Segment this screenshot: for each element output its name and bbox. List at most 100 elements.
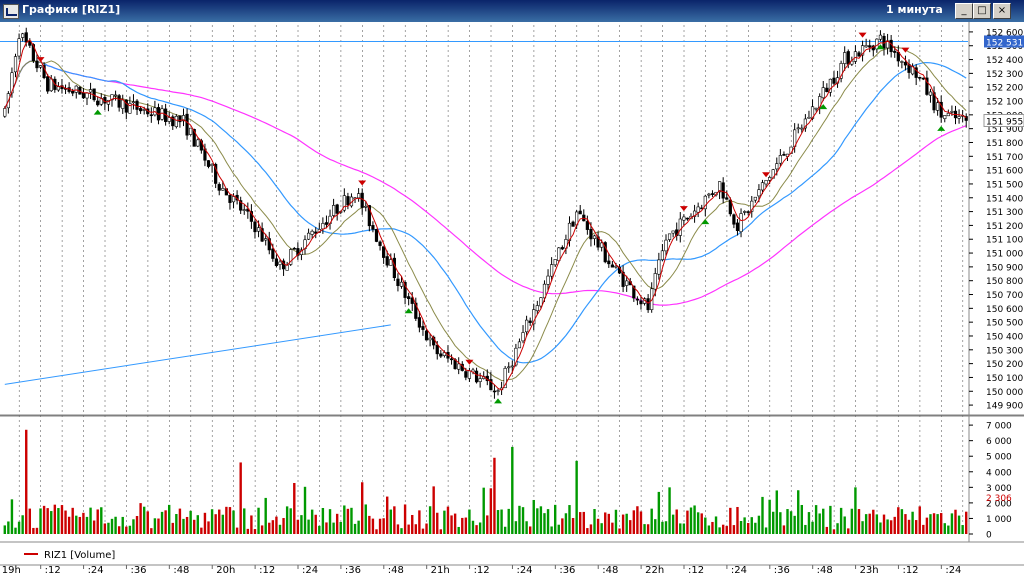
buy-signal-marker: [819, 104, 828, 110]
candle-body: [417, 317, 421, 328]
x-tick-label: :24: [302, 565, 318, 576]
candle-body: [639, 300, 643, 305]
volume-bar: [500, 509, 503, 534]
candle-body: [389, 259, 393, 266]
candle-body: [925, 77, 929, 95]
candle-body: [546, 275, 550, 285]
candle-body: [85, 92, 89, 99]
volume-bar: [328, 509, 332, 534]
vol-y-tick-label: 6 000: [986, 437, 1012, 447]
volume-bar: [850, 508, 854, 534]
vol-y-tick-label: 5 000: [986, 453, 1012, 463]
candle-body: [903, 61, 908, 66]
candle-body: [814, 107, 818, 110]
volume-bar: [218, 509, 221, 534]
candle-body: [646, 298, 650, 311]
timeframe-label[interactable]: 1 минута: [886, 3, 943, 16]
candle-body: [160, 108, 164, 120]
volume-bar: [89, 507, 92, 534]
ma-slow-line: [4, 60, 967, 364]
maximize-button[interactable]: □: [973, 3, 991, 19]
candle-body: [757, 189, 761, 197]
candle-body: [210, 163, 214, 167]
volume-bar: [696, 512, 700, 534]
volume-bar: [39, 508, 42, 534]
volume-bar: [110, 518, 114, 534]
candle-body: [839, 63, 843, 79]
candle-body: [396, 278, 400, 286]
candle-body: [242, 209, 246, 211]
volume-bar: [750, 517, 753, 534]
volume-bar: [100, 507, 103, 534]
trend-line: [4, 324, 391, 385]
candle-body: [521, 332, 525, 342]
candle-body: [607, 260, 611, 265]
y-tick-label: 150 900: [986, 263, 1023, 273]
volume-bar: [822, 508, 825, 534]
volume-bar: [564, 513, 568, 534]
candle-body: [17, 38, 21, 57]
candle-body: [31, 44, 35, 62]
volume-bar: [772, 511, 775, 534]
volume-bar: [332, 522, 335, 534]
candle-body: [382, 246, 386, 258]
volume-bar: [575, 460, 578, 534]
candle-body: [135, 100, 139, 110]
volume-bar: [797, 490, 800, 534]
candle-body: [221, 188, 225, 191]
volume-bar: [307, 519, 310, 534]
candle-body: [825, 87, 829, 92]
candle-body: [281, 260, 286, 270]
candle-body: [424, 330, 429, 341]
volume-bar: [193, 519, 196, 534]
volume-bar: [189, 510, 192, 534]
volume-bar: [711, 521, 714, 534]
candle-body: [239, 200, 243, 211]
volume-bar: [721, 524, 725, 534]
candle-body: [718, 181, 722, 193]
volume-bar: [482, 487, 485, 534]
volume-bar: [686, 510, 689, 534]
volume-bar: [10, 499, 14, 534]
volume-bar: [757, 515, 761, 534]
volume-bar: [493, 457, 496, 534]
candle-body: [46, 76, 50, 92]
y-tick-label: 150 800: [986, 277, 1023, 287]
candle-body: [267, 238, 271, 251]
candle-body: [192, 128, 196, 147]
volume-bar: [818, 513, 821, 534]
volume-bar: [300, 515, 303, 534]
legend: RIZ1 [Volume]: [24, 550, 115, 561]
candle-body: [21, 33, 25, 38]
candle-body: [385, 256, 389, 266]
x-tick-label: :48: [388, 565, 404, 576]
volume-bar: [203, 512, 207, 534]
candle-body: [264, 238, 268, 241]
candle-body: [314, 231, 318, 234]
volume-bar: [375, 529, 378, 534]
chart-area[interactable]: 149 900 150 000 150 100 150 200 150 300 150 4…: [0, 22, 1024, 582]
volume-bar: [71, 507, 74, 534]
y-tick-label: 151 000: [986, 250, 1023, 260]
candle-body: [728, 199, 732, 215]
volume-bar: [400, 528, 403, 534]
x-tick-label: 22h: [645, 565, 664, 576]
candle-body: [457, 363, 461, 370]
volume-bar: [461, 517, 464, 534]
close-button[interactable]: ×: [993, 3, 1011, 19]
candle-body: [853, 51, 858, 62]
volume-bar: [743, 517, 746, 534]
y-tick-label: 150 200: [986, 360, 1023, 370]
x-tick-label: :12: [902, 565, 918, 576]
y-tick-label: 151 800: [986, 139, 1023, 149]
minimize-button[interactable]: _: [955, 3, 973, 19]
candle-body: [528, 320, 532, 323]
volume-bar: [936, 514, 939, 534]
volume-bar: [128, 525, 132, 534]
candle-body: [392, 257, 396, 278]
volume-bar: [489, 488, 493, 534]
volume-bar: [232, 510, 235, 534]
volume-panel: [3, 429, 968, 534]
volume-bar: [75, 515, 78, 534]
volume-bar: [414, 524, 418, 534]
